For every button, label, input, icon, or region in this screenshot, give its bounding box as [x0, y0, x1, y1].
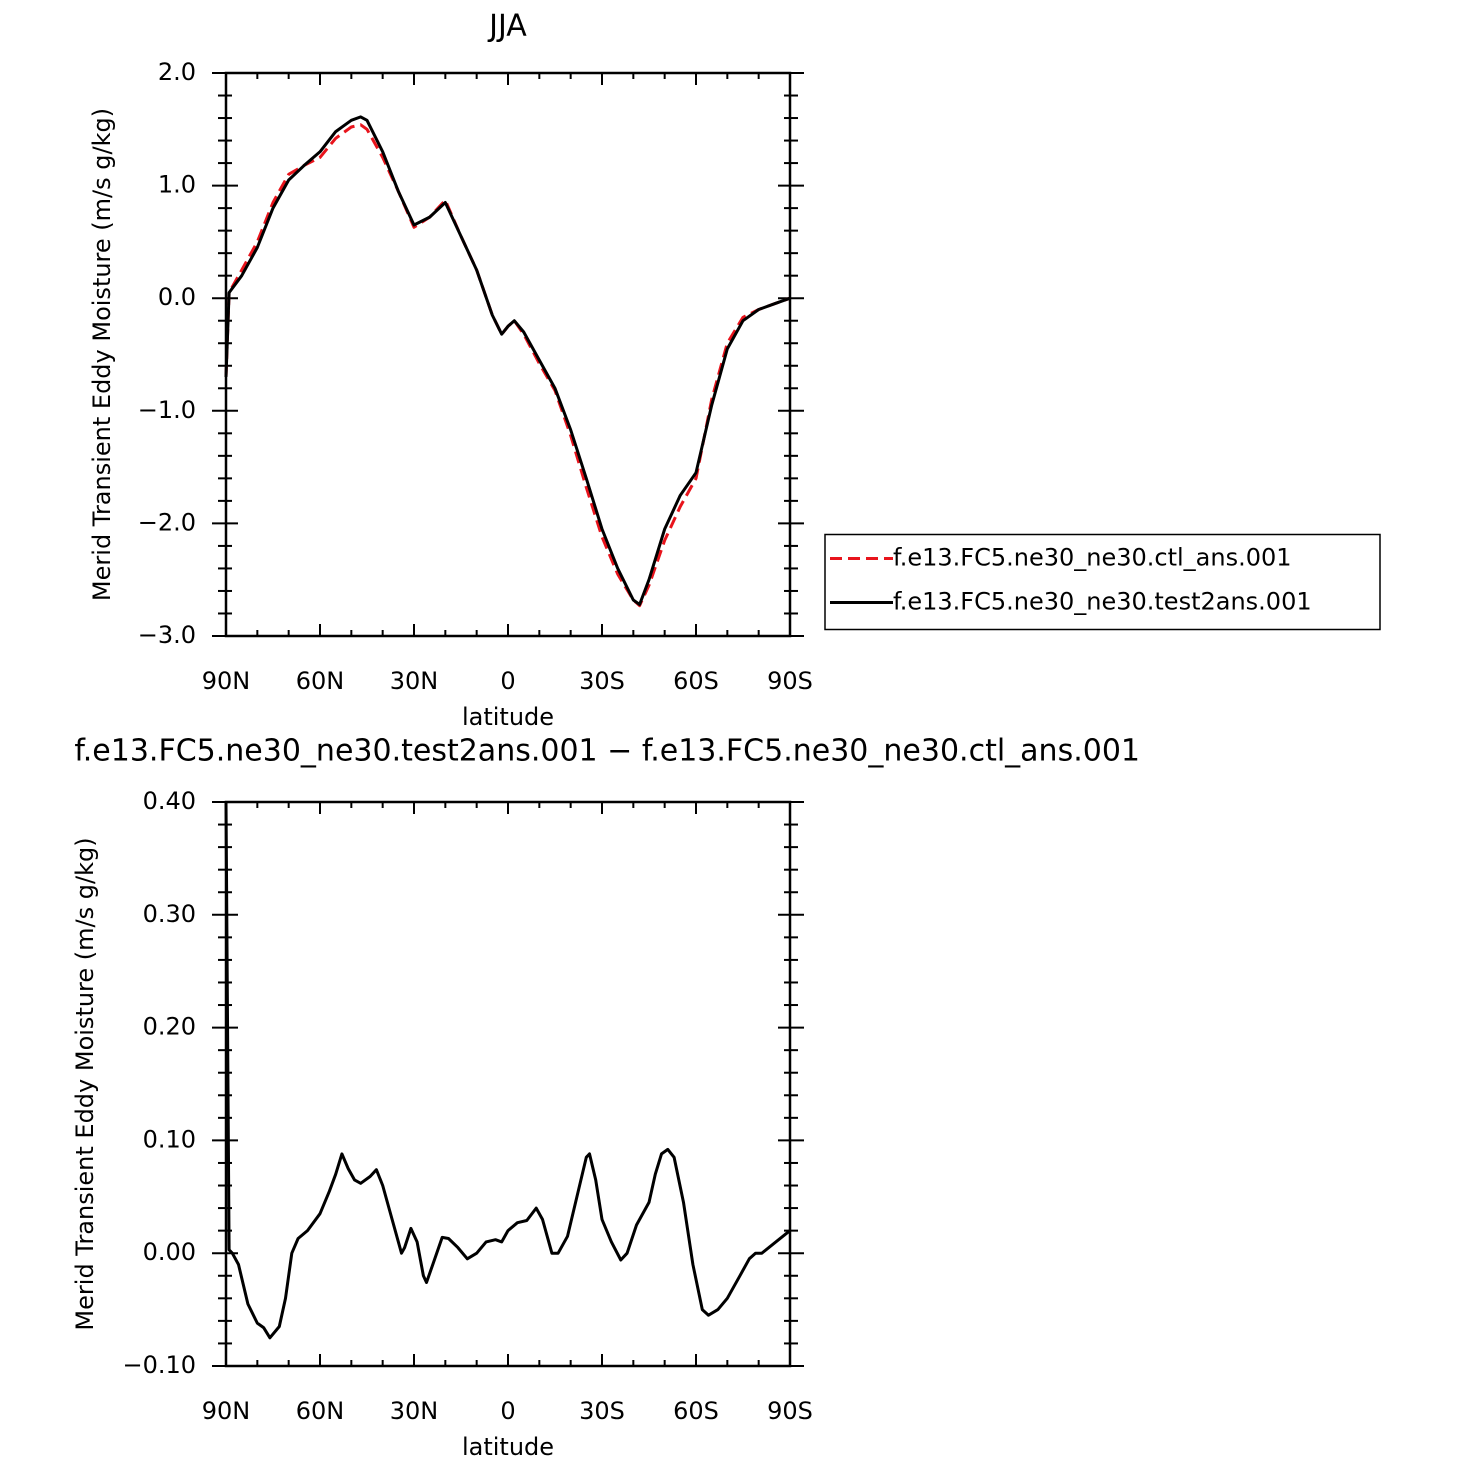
legend-box — [824, 533, 1381, 631]
y-tick-label: 0.00 — [143, 1238, 196, 1266]
y-tick-label: −3.0 — [138, 621, 196, 649]
chart-title: JJA — [487, 9, 527, 44]
y-tick-label: 2.0 — [158, 58, 196, 86]
y-tick-label: 0.30 — [143, 900, 196, 928]
x-tick-label: 0 — [500, 667, 515, 695]
x-tick-label: 30S — [579, 667, 625, 695]
y-tick-label: 0.10 — [143, 1125, 196, 1153]
plot-frame — [224, 71, 792, 638]
y-axis-title: Merid Transient Eddy Moisture (m/s g/kg) — [71, 837, 99, 1330]
y-tick-label: −0.10 — [122, 1351, 196, 1379]
y-tick-label: 0.20 — [143, 1013, 196, 1041]
legend-label: f.e13.FC5.ne30_ne30.test2ans.001 — [893, 588, 1312, 616]
x-tick-label: 60S — [673, 667, 719, 695]
x-tick-label: 90N — [202, 1397, 251, 1425]
x-tick-label: 60N — [296, 667, 345, 695]
x-tick-label: 90S — [767, 667, 813, 695]
y-tick-label: 0.0 — [158, 283, 196, 311]
x-tick-label: 30N — [390, 1397, 439, 1425]
legend-label: f.e13.FC5.ne30_ne30.ctl_ans.001 — [893, 544, 1292, 572]
data-line — [224, 115, 791, 606]
data-line — [224, 123, 791, 608]
x-tick-label: 30N — [390, 667, 439, 695]
y-tick-label: −1.0 — [138, 396, 196, 424]
x-tick-label: 30S — [579, 1397, 625, 1425]
x-axis-title: latitude — [462, 1433, 554, 1461]
x-tick-label: 60N — [296, 1397, 345, 1425]
x-tick-label: 60S — [673, 1397, 719, 1425]
x-tick-label: 0 — [500, 1397, 515, 1425]
x-tick-label: 90S — [767, 1397, 813, 1425]
y-axis-title: Merid Transient Eddy Moisture (m/s g/kg) — [88, 108, 116, 601]
y-tick-label: −2.0 — [138, 508, 196, 536]
x-axis-title: latitude — [462, 703, 554, 731]
data-line — [224, 801, 791, 1340]
chart-title: f.e13.FC5.ne30_ne30.test2ans.001 − f.e13… — [74, 734, 1140, 769]
x-tick-label: 90N — [202, 667, 251, 695]
plot-frame — [224, 800, 792, 1368]
y-tick-label: 1.0 — [158, 171, 196, 199]
y-tick-label: 0.40 — [143, 787, 196, 815]
